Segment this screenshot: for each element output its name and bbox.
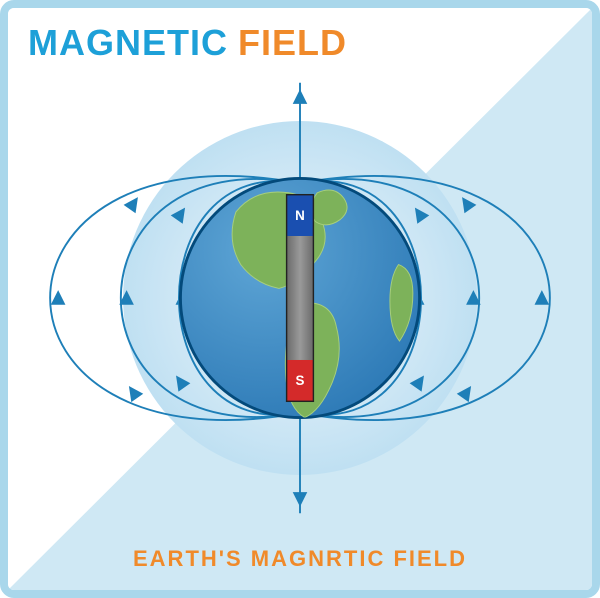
title-word-2: FIELD (238, 22, 347, 64)
north-label: N (295, 208, 305, 223)
title: MAGNETIC FIELD (28, 22, 347, 64)
south-label: S (296, 373, 305, 388)
earth-magnetic-diagram: N S (8, 78, 592, 518)
bar-magnet: N S (287, 195, 314, 402)
infographic-frame: MAGNETIC FIELD (0, 0, 600, 598)
title-word-1: MAGNETIC (28, 22, 228, 64)
magnet-body (287, 236, 314, 360)
caption: EARTH'S MAGNRTIC FIELD (8, 546, 592, 572)
diagram-svg: N S (8, 78, 592, 518)
